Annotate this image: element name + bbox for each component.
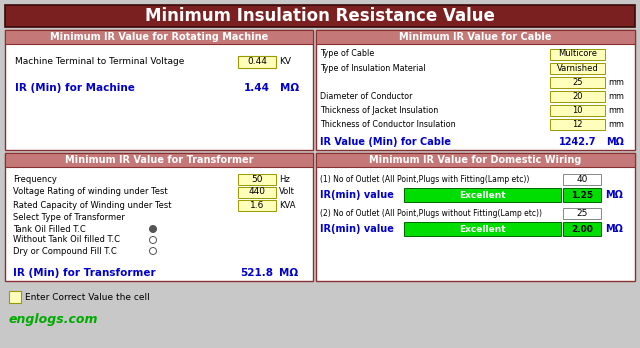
Text: englogs.com: englogs.com <box>9 313 99 325</box>
Text: 521.8: 521.8 <box>241 268 273 278</box>
Text: Minimum IR Value for Rotating Machine: Minimum IR Value for Rotating Machine <box>50 32 268 42</box>
Text: MΩ: MΩ <box>280 83 299 93</box>
Text: 10: 10 <box>572 106 583 115</box>
Text: KVA: KVA <box>279 200 296 209</box>
Text: MΩ: MΩ <box>606 137 624 147</box>
Bar <box>316 30 635 44</box>
Text: Tank Oil Filled T.C: Tank Oil Filled T.C <box>13 224 86 234</box>
Text: 25: 25 <box>576 208 588 218</box>
Text: Minimum IR Value for Transformer: Minimum IR Value for Transformer <box>65 155 253 165</box>
Text: Diameter of Conductor: Diameter of Conductor <box>320 92 413 101</box>
Text: (1) No of Outlet (All Point,Plugs with Fitting(Lamp etc)): (1) No of Outlet (All Point,Plugs with F… <box>320 174 529 183</box>
Bar <box>550 77 605 88</box>
Text: Minimum IR Value for Domestic Wiring: Minimum IR Value for Domestic Wiring <box>369 155 582 165</box>
Text: mm: mm <box>608 78 624 87</box>
Bar <box>5 153 313 281</box>
Bar <box>563 222 601 236</box>
Text: Hz: Hz <box>279 174 290 183</box>
Text: KV: KV <box>279 57 291 66</box>
Text: IR (Min) for Transformer: IR (Min) for Transformer <box>13 268 156 278</box>
Bar <box>5 153 313 167</box>
Text: IR(min) value: IR(min) value <box>320 190 394 200</box>
Bar <box>404 188 561 202</box>
Bar <box>238 199 276 211</box>
Bar <box>238 187 276 198</box>
Text: mm: mm <box>608 92 624 101</box>
Bar <box>238 56 276 68</box>
Text: Select Type of Transformer: Select Type of Transformer <box>13 214 125 222</box>
Text: 1.25: 1.25 <box>571 190 593 199</box>
Circle shape <box>150 237 157 244</box>
Text: Enter Correct Value the cell: Enter Correct Value the cell <box>25 293 150 301</box>
Bar <box>550 105 605 116</box>
Text: 0.44: 0.44 <box>247 57 267 66</box>
Text: Dry or Compound Fill T.C: Dry or Compound Fill T.C <box>13 246 116 255</box>
Text: Voltage Rating of winding under Test: Voltage Rating of winding under Test <box>13 188 168 197</box>
Bar <box>404 222 561 236</box>
Text: Minimum Insulation Resistance Value: Minimum Insulation Resistance Value <box>145 7 495 25</box>
Text: MΩ: MΩ <box>605 190 623 200</box>
Text: 20: 20 <box>572 92 583 101</box>
Bar <box>5 30 313 44</box>
Bar <box>550 63 605 74</box>
Text: IR(min) value: IR(min) value <box>320 224 394 234</box>
Text: 440: 440 <box>248 188 266 197</box>
Text: Excellent: Excellent <box>459 190 506 199</box>
Text: MΩ: MΩ <box>605 224 623 234</box>
Text: IR Value (Min) for Cable: IR Value (Min) for Cable <box>320 137 451 147</box>
Text: 1.44: 1.44 <box>244 83 270 93</box>
Text: 1.6: 1.6 <box>250 200 264 209</box>
Bar <box>238 174 276 184</box>
Text: 50: 50 <box>252 174 263 183</box>
Text: Varnished: Varnished <box>557 64 598 73</box>
Text: MΩ: MΩ <box>279 268 298 278</box>
Text: (2) No of Outlet (All Point,Plugs without Fitting(Lamp etc)): (2) No of Outlet (All Point,Plugs withou… <box>320 208 542 218</box>
Circle shape <box>150 247 157 254</box>
Bar <box>9 291 21 303</box>
Bar <box>563 207 601 219</box>
Bar <box>550 91 605 102</box>
Text: 40: 40 <box>576 174 588 183</box>
Bar <box>5 30 313 150</box>
Text: Machine Terminal to Terminal Voltage: Machine Terminal to Terminal Voltage <box>15 57 184 66</box>
Text: 2.00: 2.00 <box>571 224 593 234</box>
Text: Frequency: Frequency <box>13 174 57 183</box>
Bar <box>316 153 635 281</box>
Text: Thickness of Conductor Insulation: Thickness of Conductor Insulation <box>320 120 456 129</box>
Text: 12: 12 <box>572 120 583 129</box>
Text: Minimum IR Value for Cable: Minimum IR Value for Cable <box>399 32 552 42</box>
Bar <box>563 188 601 202</box>
Text: IR (Min) for Machine: IR (Min) for Machine <box>15 83 135 93</box>
Text: Type of Cable: Type of Cable <box>320 49 374 58</box>
Text: 25: 25 <box>572 78 583 87</box>
Text: Volt: Volt <box>279 188 295 197</box>
Text: 1242.7: 1242.7 <box>559 137 596 147</box>
Bar <box>563 174 601 184</box>
Bar <box>5 5 635 27</box>
Text: Without Tank Oil filled T.C: Without Tank Oil filled T.C <box>13 236 120 245</box>
Bar <box>316 153 635 167</box>
Text: Rated Capacity of Winding under Test: Rated Capacity of Winding under Test <box>13 200 172 209</box>
Text: Type of Insulation Material: Type of Insulation Material <box>320 64 426 73</box>
Text: Excellent: Excellent <box>459 224 506 234</box>
Circle shape <box>150 226 157 232</box>
Text: Thickness of Jacket Insulation: Thickness of Jacket Insulation <box>320 106 438 115</box>
Text: mm: mm <box>608 106 624 115</box>
Bar <box>550 48 605 60</box>
Text: mm: mm <box>608 120 624 129</box>
Text: Multicore: Multicore <box>558 49 597 58</box>
Bar <box>550 119 605 130</box>
Bar <box>316 30 635 150</box>
